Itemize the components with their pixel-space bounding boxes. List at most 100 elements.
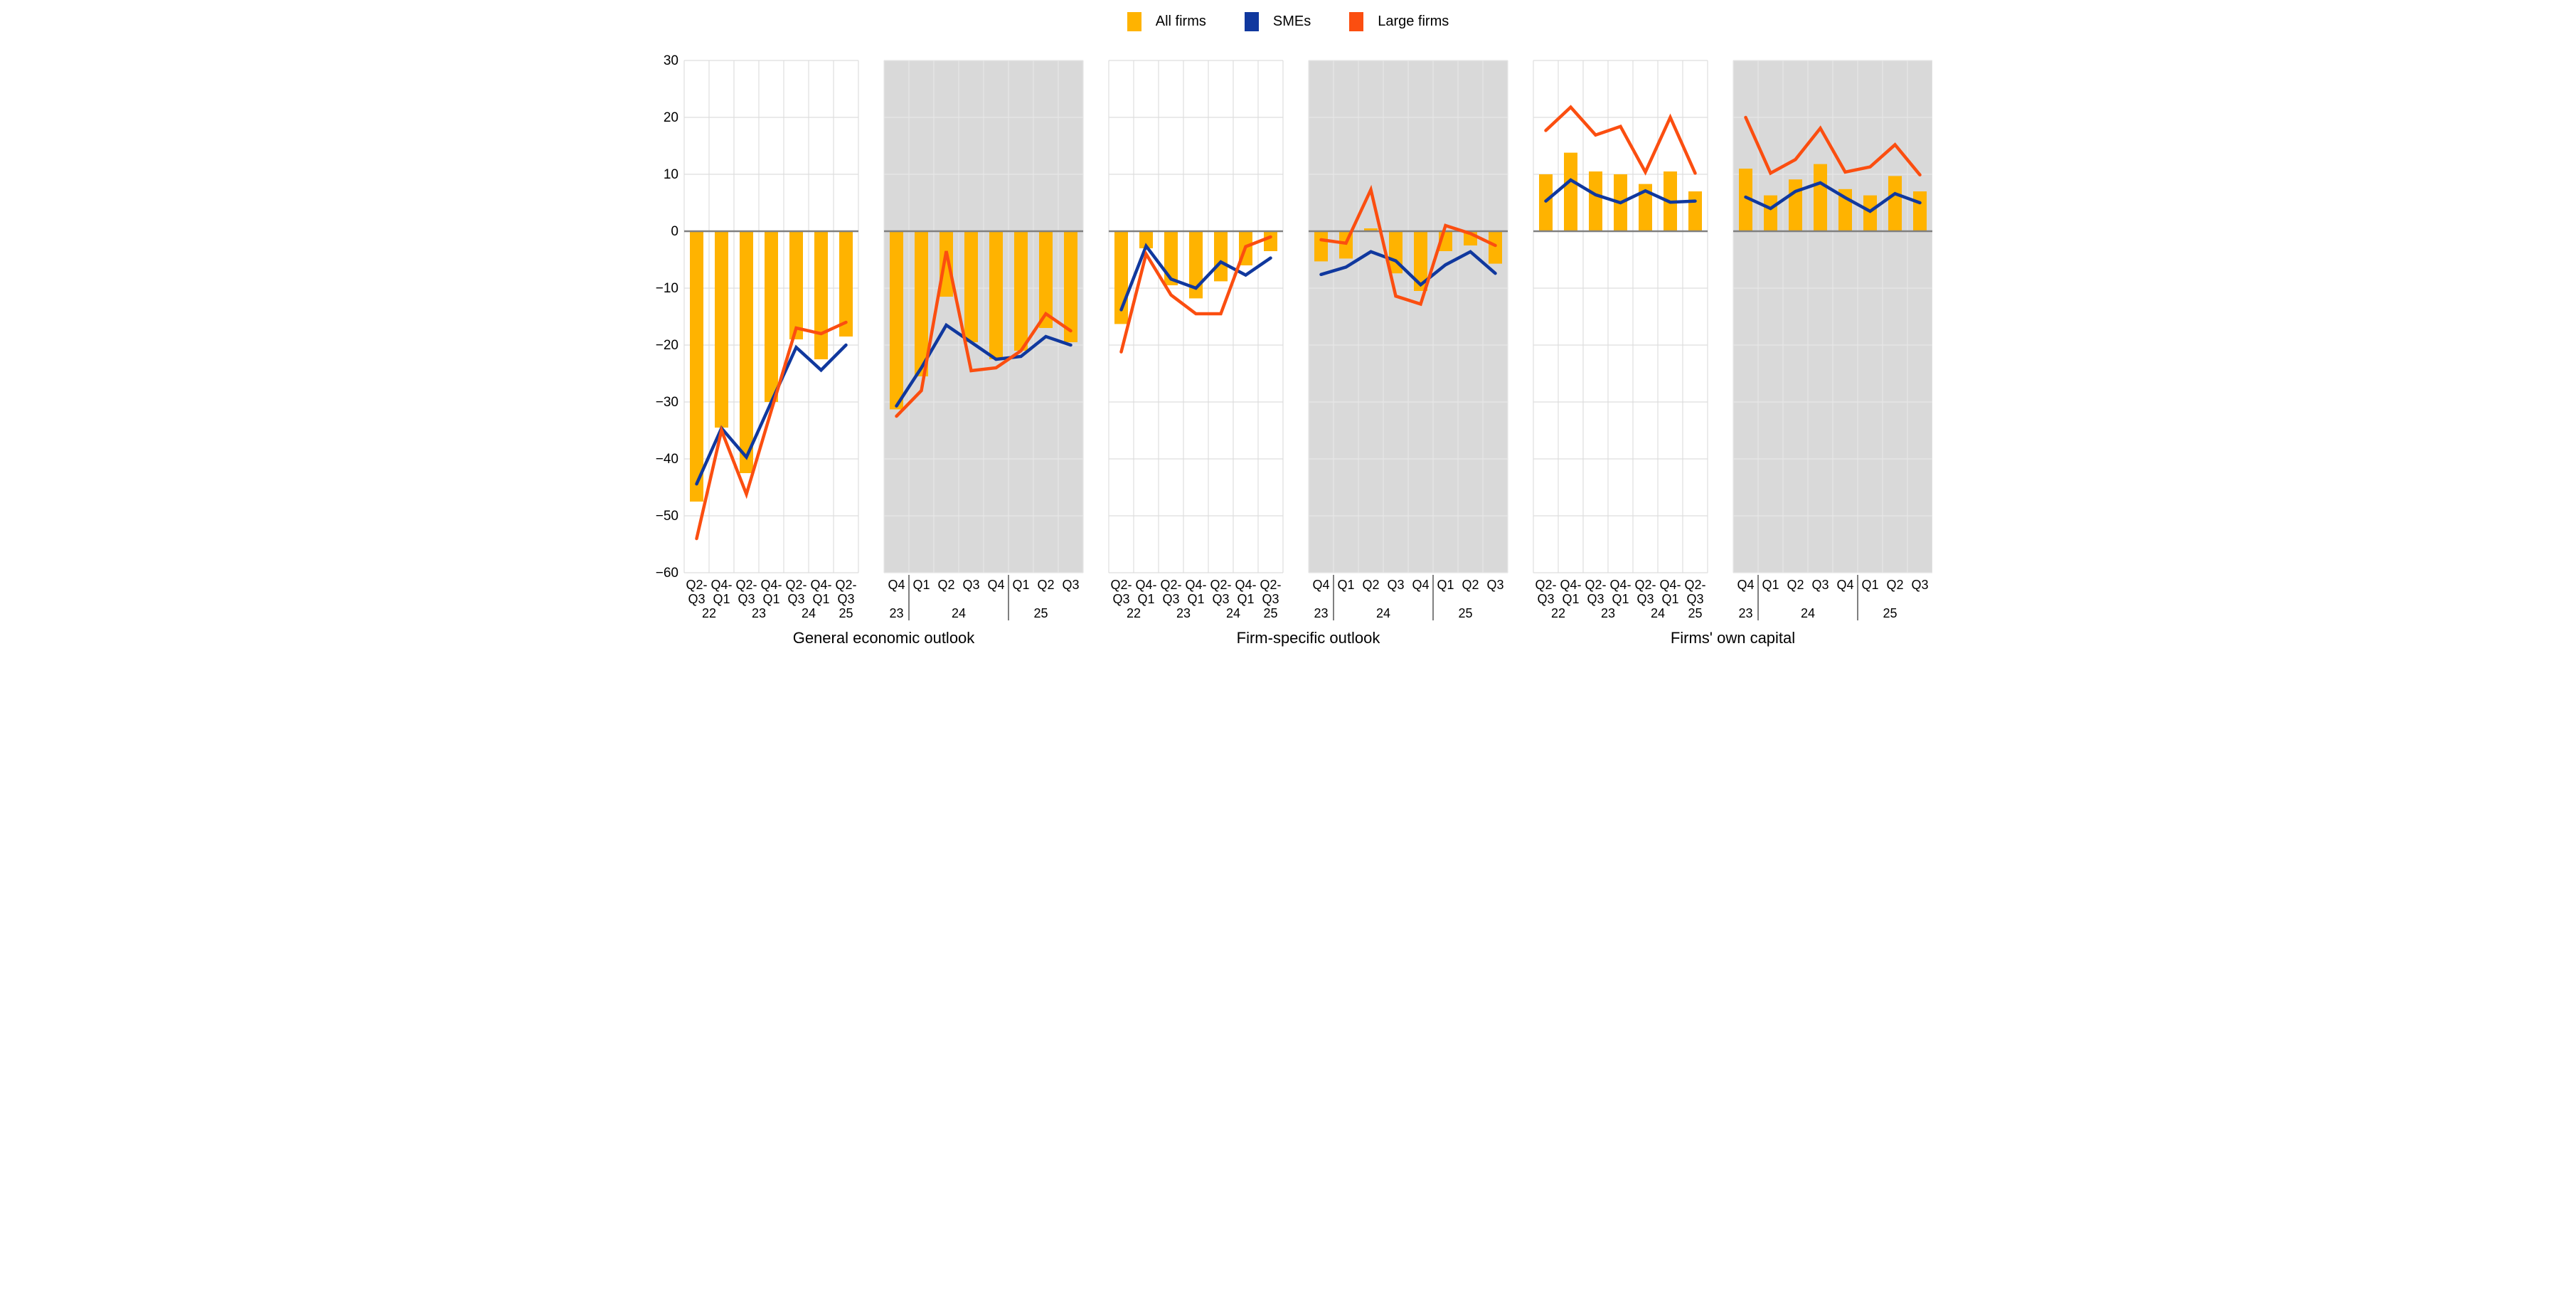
x-tick-label: Q4 [987,578,1004,592]
x-tick-label: Q3 [1062,578,1079,592]
x-year-label: 24 [801,606,815,620]
x-tick-label: Q1 [1612,592,1629,606]
legend-item-all-firms: All firms [1127,11,1206,31]
y-axis-tick-label: −60 [655,566,678,581]
line-smes [1319,250,1497,287]
bar-all-firms [1164,231,1178,285]
y-axis-tick-label: 10 [663,167,678,182]
large-firms-swatch-icon [1349,11,1364,31]
x-tick-label: Q4- [1235,578,1256,592]
bar-all-firms [1188,231,1203,299]
x-tick-label: Q4- [1185,578,1206,592]
x-tick-label: Q3 [837,592,854,606]
bar-all-firms [814,231,828,359]
x-tick-label: Q1 [1337,578,1354,592]
bar-all-firms [1488,231,1502,264]
y-axis-tick-label: −10 [655,281,678,296]
x-year-label: 23 [1176,606,1190,620]
x-tick-label: Q3 [1162,592,1179,606]
x-tick-label: Q1 [1861,578,1878,592]
x-tick-label: Q1 [1012,578,1029,592]
x-year-label: 22 [701,606,715,620]
x-year-label: 25 [1458,606,1472,620]
x-tick-label: Q3 [1811,578,1829,592]
panel-background-semiannual [1533,60,1708,573]
bar-all-firms [1213,231,1228,282]
bar-all-firms [939,231,953,297]
bar-all-firms [1763,195,1777,231]
y-axis-tick-label: −20 [655,338,678,353]
bar-all-firms [1063,231,1077,342]
line-smes [1743,181,1922,213]
x-tick-label: Q2- [1634,578,1656,592]
bar-all-firms [1738,169,1752,231]
x-year-label: 25 [1688,606,1702,620]
x-tick-label: Q2 [1787,578,1804,592]
x-tick-label: Q4- [810,578,831,592]
x-year-label: 23 [1738,606,1752,620]
x-tick-label: Q2- [1535,578,1556,592]
bar-all-firms [1688,191,1702,231]
legend-label-all-firms: All firms [1155,13,1206,29]
y-axis-tick-label: 0 [671,224,678,239]
bar-all-firms [1563,152,1577,231]
panel-title: Firm-specific outlook [1236,629,1380,647]
bar-all-firms [914,231,928,376]
x-tick-label: Q4- [710,578,732,592]
x-tick-label: Q1 [1437,578,1454,592]
bar-all-firms [1912,191,1927,231]
x-tick-label: Q3 [688,592,705,606]
line-large-firms [694,320,848,541]
bar-all-firms [989,231,1003,359]
x-year-label: 25 [1033,606,1048,620]
y-axis-tick-label: −40 [655,452,678,467]
x-year-label: 23 [1314,606,1328,620]
x-tick-label: Q2- [1260,578,1281,592]
bar-all-firms [1314,231,1328,262]
bar-all-firms [1013,231,1028,351]
x-tick-label: Q4- [1659,578,1681,592]
x-tick-label: Q2- [1110,578,1132,592]
x-tick-label: Q2 [1037,578,1054,592]
x-tick-label: Q1 [1562,592,1579,606]
x-year-label: 23 [1600,606,1614,620]
bar-all-firms [689,231,703,502]
bar-all-firms [964,231,978,342]
x-tick-label: Q2- [785,578,807,592]
all-firms-swatch-icon [1127,11,1141,31]
bar-all-firms [1813,164,1827,231]
x-tick-label: Q3 [738,592,755,606]
x-tick-label: Q3 [1537,592,1554,606]
x-tick-label: Q4 [1836,578,1853,592]
x-year-label: 22 [1126,606,1140,620]
smes-swatch-icon [1244,11,1259,31]
x-tick-label: Q3 [962,578,979,592]
x-year-label: 25 [1263,606,1277,620]
x-tick-label: Q1 [1762,578,1779,592]
x-tick-label: Q1 [762,592,779,606]
bar-all-firms [1263,231,1277,251]
x-tick-label: Q4 [1312,578,1329,592]
y-axis-tick-label: −30 [655,395,678,410]
line-large-firms [1319,184,1497,307]
legend-item-smes: SMEs [1244,11,1311,31]
survey-chart: All firms SMEs Large firms 30 20 10 0 −10 −20… [644,0,1933,658]
bar-all-firms [1888,176,1902,231]
x-tick-label: Q2- [735,578,757,592]
x-year-label: 24 [1375,606,1390,620]
legend-label-smes: SMEs [1272,13,1311,29]
line-smes [1119,243,1272,312]
legend-item-large-firms: Large firms [1349,11,1449,31]
x-year-label: 24 [951,606,965,620]
x-tick-label: Q3 [1387,578,1404,592]
line-large-firms [1743,115,1922,177]
y-axis-tick-label: 30 [663,53,678,68]
panel-title: Firms' own capital [1670,629,1794,647]
x-tick-label: Q1 [1187,592,1204,606]
x-year-label: 23 [889,606,903,620]
bar-all-firms [1863,195,1877,231]
x-year-label: 22 [1550,606,1565,620]
bar-all-firms [1638,184,1652,231]
x-tick-label: Q3 [1262,592,1279,606]
